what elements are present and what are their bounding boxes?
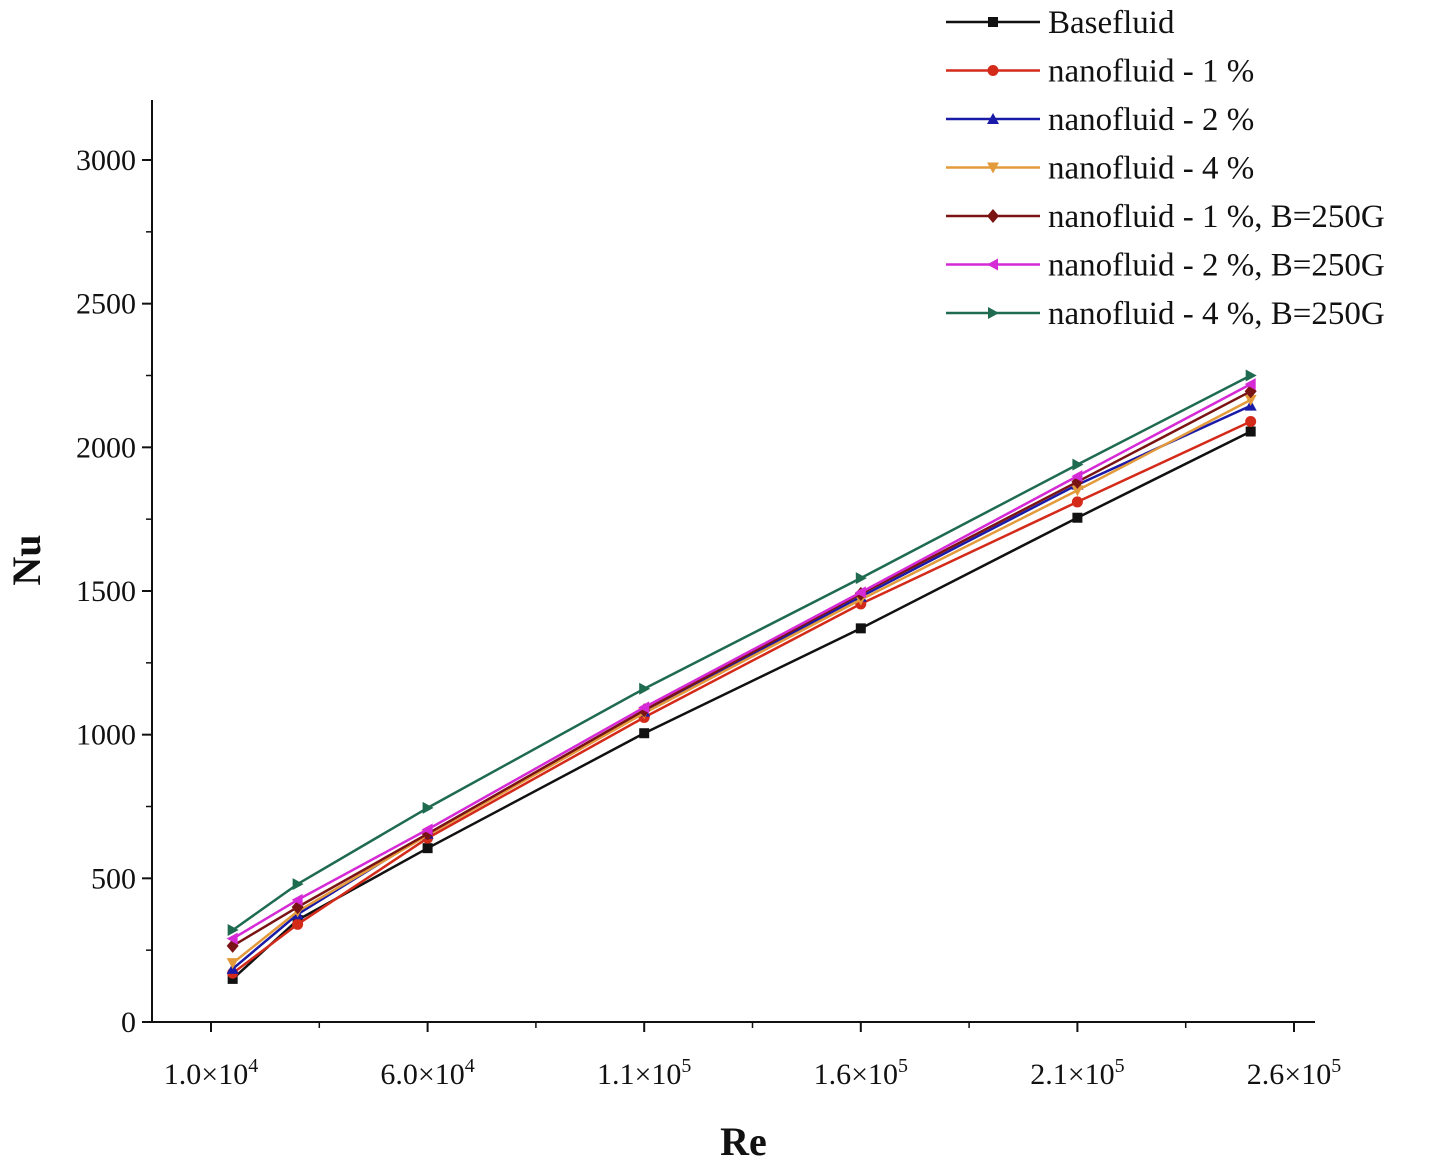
legend-item: nanofluid - 4 %, B=250G (946, 296, 1385, 332)
legend: Basefluid nanofluid - 1 % nanofluid - 2 % n… (946, 5, 1385, 332)
data-point (422, 801, 434, 814)
y-axis-title: Nu (4, 534, 49, 585)
legend-item: nanofluid - 2 %, B=250G (946, 248, 1385, 284)
data-point (291, 893, 303, 906)
data-point (226, 932, 238, 945)
y-tick-label: 2000 (76, 431, 136, 464)
data-point (227, 973, 238, 984)
legend-marker (987, 162, 999, 174)
series-line (231, 420, 1252, 975)
y-tick-label: 2500 (76, 288, 136, 321)
series-line (231, 374, 1252, 932)
x-tick-label: 2.6×105 (1247, 1055, 1341, 1091)
x-tick-label: 1.1×105 (597, 1055, 691, 1091)
data-point (855, 572, 867, 585)
legend-label: nanofluid - 4 % (1048, 151, 1254, 187)
x-tick-label: 2.1×105 (1030, 1055, 1124, 1091)
x-axis-title: Re (720, 1119, 767, 1164)
axes: 0 500 1000 1500 2000 2500 3000 1.0×104 6.0×104 1.… (76, 100, 1341, 1091)
legend-marker (987, 113, 999, 124)
legend-item: nanofluid - 2 % (946, 102, 1254, 138)
data-point (1071, 470, 1083, 483)
x-tick-label: 1.0×104 (164, 1055, 258, 1091)
data-point (639, 728, 650, 739)
data-point (1072, 512, 1083, 523)
data-point (421, 823, 433, 836)
legend-marker (988, 307, 999, 319)
data-point (1244, 394, 1257, 406)
legend-label: nanofluid - 4 %, B=250G (1048, 296, 1385, 332)
y-tick-label: 1500 (76, 575, 136, 608)
data-point (292, 918, 304, 930)
series-4 (226, 394, 1257, 970)
x-tick-label: 1.6×105 (814, 1055, 908, 1091)
series-2 (227, 415, 1257, 979)
legend-item: nanofluid - 1 %, B=250G (946, 199, 1385, 235)
legend-marker (988, 17, 998, 27)
y-tick-label: 1000 (76, 719, 136, 752)
data-point (854, 586, 866, 599)
legend-item: nanofluid - 4 % (946, 151, 1254, 187)
series-line (231, 398, 1252, 965)
data-point (422, 843, 433, 854)
data-point (226, 958, 239, 970)
data-point (292, 878, 304, 891)
series-1 (227, 426, 1256, 984)
series-7 (227, 369, 1257, 937)
legend-label: nanofluid - 2 % (1048, 102, 1254, 138)
data-point (639, 682, 651, 695)
data-point (1245, 415, 1257, 427)
data-point (1245, 369, 1257, 382)
series-6 (226, 378, 1256, 945)
data-point (227, 924, 239, 937)
legend-label: nanofluid - 2 %, B=250G (1048, 248, 1385, 284)
series-line (231, 430, 1252, 980)
y-tick-label: 0 (121, 1006, 136, 1039)
data-point (1071, 496, 1083, 508)
y-tick-label: 3000 (76, 144, 136, 177)
data-point (1072, 458, 1084, 471)
data-point (638, 701, 650, 714)
data-point (1071, 485, 1084, 497)
legend-label: Basefluid (1048, 5, 1175, 41)
legend-marker (987, 65, 999, 76)
data-point (1245, 426, 1256, 437)
legend-marker (987, 209, 999, 223)
series-layer (226, 369, 1257, 984)
legend-item: nanofluid - 1 % (946, 54, 1254, 90)
data-point (855, 623, 866, 634)
legend-item: Basefluid (946, 5, 1175, 41)
legend-marker (987, 258, 998, 271)
data-point (1244, 378, 1256, 391)
y-tick-label: 500 (91, 862, 136, 895)
legend-label: nanofluid - 1 %, B=250G (1048, 199, 1385, 235)
x-tick-label: 6.0×104 (380, 1055, 474, 1091)
legend-label: nanofluid - 1 % (1048, 54, 1254, 90)
